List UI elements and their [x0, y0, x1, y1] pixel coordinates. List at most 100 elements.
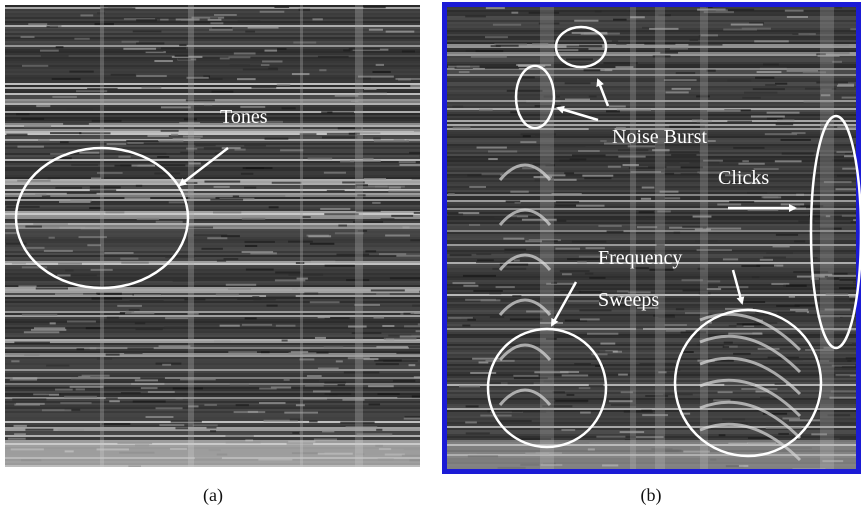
texture	[324, 382, 345, 384]
texture	[23, 247, 45, 249]
texture	[587, 333, 618, 335]
texture	[832, 273, 847, 275]
texture	[445, 408, 858, 410]
texture	[238, 21, 261, 23]
texture	[609, 400, 633, 402]
texture	[574, 20, 598, 22]
texture	[445, 406, 858, 408]
texture	[445, 58, 858, 60]
texture	[445, 380, 858, 382]
texture	[312, 18, 322, 20]
texture	[754, 40, 789, 42]
annotation-label: Sweeps	[598, 289, 659, 311]
texture	[74, 38, 89, 40]
texture	[292, 432, 299, 434]
texture	[310, 301, 340, 303]
texture	[226, 284, 256, 286]
texture	[639, 211, 654, 213]
texture	[510, 191, 528, 193]
texture	[393, 380, 415, 382]
texture	[368, 385, 394, 387]
texture	[217, 260, 226, 262]
texture	[20, 395, 49, 397]
texture	[567, 46, 603, 48]
texture	[207, 427, 217, 429]
texture	[796, 194, 804, 196]
texture	[141, 387, 158, 389]
texture	[307, 375, 322, 377]
texture	[555, 400, 588, 402]
texture	[389, 187, 401, 189]
texture	[726, 9, 754, 11]
texture	[136, 75, 167, 77]
texture	[560, 270, 590, 272]
texture	[107, 143, 127, 145]
texture	[154, 60, 172, 62]
texture	[108, 5, 132, 7]
texture	[121, 262, 148, 264]
texture	[577, 261, 586, 263]
texture	[261, 64, 270, 66]
texture	[681, 166, 703, 168]
texture	[395, 78, 423, 80]
texture	[555, 248, 580, 250]
texture	[490, 316, 504, 318]
texture	[171, 134, 178, 136]
texture	[445, 180, 858, 182]
texture	[584, 177, 611, 179]
texture	[727, 80, 751, 82]
texture	[396, 255, 431, 257]
texture	[349, 48, 380, 50]
texture	[448, 317, 473, 319]
texture	[58, 263, 82, 265]
texture	[445, 96, 858, 98]
annotation-label: Clicks	[718, 167, 769, 189]
texture	[572, 241, 606, 243]
texture	[485, 36, 508, 38]
texture	[757, 71, 782, 73]
texture	[350, 160, 381, 162]
texture	[204, 103, 212, 105]
texture	[248, 27, 279, 29]
texture	[520, 77, 535, 79]
texture	[406, 139, 442, 141]
texture	[467, 174, 500, 176]
texture	[336, 254, 369, 256]
texture	[87, 244, 101, 246]
texture	[33, 223, 68, 225]
texture	[230, 383, 249, 385]
texture	[781, 203, 804, 205]
texture	[510, 318, 543, 320]
texture	[111, 74, 136, 76]
texture	[481, 299, 501, 301]
texture	[245, 241, 275, 243]
texture	[42, 409, 71, 411]
texture	[445, 382, 858, 384]
texture	[385, 234, 410, 236]
texture	[373, 317, 384, 319]
texture	[445, 194, 858, 196]
texture	[729, 201, 754, 203]
texture	[496, 420, 532, 422]
texture	[35, 194, 46, 196]
texture	[445, 402, 858, 404]
texture	[411, 312, 431, 314]
texture	[159, 140, 183, 142]
texture	[16, 403, 45, 405]
texture	[445, 384, 858, 386]
texture	[214, 186, 230, 188]
texture	[477, 147, 507, 149]
texture	[136, 185, 142, 187]
texture	[598, 225, 621, 227]
texture	[445, 336, 858, 338]
texture	[463, 275, 496, 277]
texture	[445, 232, 858, 234]
texture	[744, 92, 777, 94]
texture	[589, 277, 605, 279]
texture	[555, 204, 576, 206]
texture	[148, 391, 175, 393]
texture	[369, 29, 383, 31]
texture	[448, 193, 454, 195]
texture	[463, 285, 478, 287]
texture	[741, 265, 760, 267]
